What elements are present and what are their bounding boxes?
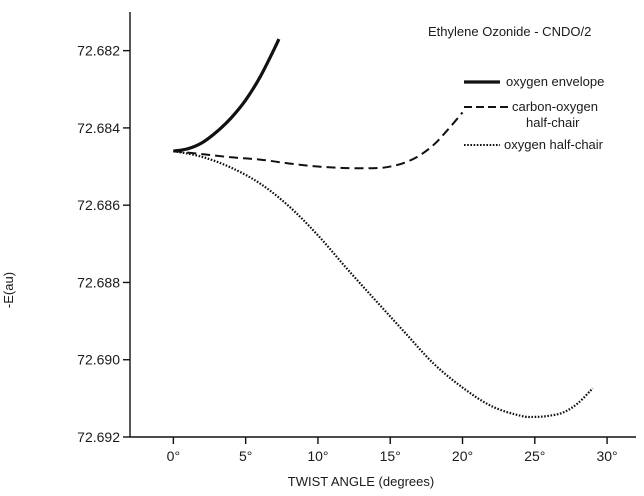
legend-label-line-1: carbon-oxygen bbox=[512, 99, 598, 114]
series-line-oxygen-envelope bbox=[173, 38, 281, 153]
series-line-carbon-oxygen-half-chair bbox=[173, 111, 464, 170]
x-tick-label: 10° bbox=[307, 448, 328, 464]
y-tick-label: 72.684 bbox=[77, 120, 120, 136]
legend-label-line-2: half-chair bbox=[526, 115, 580, 130]
x-tick-label: 15° bbox=[380, 448, 401, 464]
y-tick-label: 72.686 bbox=[77, 197, 120, 213]
y-tick-label: 72.682 bbox=[77, 43, 120, 59]
chart-title: Ethylene Ozonide - CNDO/2 bbox=[428, 24, 591, 39]
y-tick-label: 72.688 bbox=[77, 274, 120, 290]
legend: oxygen envelope carbon-oxygen half-chair… bbox=[464, 74, 604, 152]
axes: 72.682 72.684 72.686 72.688 72.690 72.692 0° 5°… bbox=[77, 12, 636, 464]
x-tick-label: 30° bbox=[596, 448, 617, 464]
y-tick-label: 72.692 bbox=[77, 429, 120, 445]
legend-label-oxygen-envelope: oxygen envelope bbox=[506, 74, 604, 89]
legend-label-carbon-oxygen-half-chair: carbon-oxygen half-chair bbox=[512, 99, 602, 130]
x-axis-title: TWIST ANGLE (degrees) bbox=[288, 474, 434, 489]
series-line-oxygen-half-chair bbox=[173, 150, 594, 419]
x-tick-label: 25° bbox=[524, 448, 545, 464]
series-layer bbox=[173, 38, 594, 419]
x-tick-label: 5° bbox=[239, 448, 252, 464]
x-tick-label: 20° bbox=[452, 448, 473, 464]
legend-label-oxygen-half-chair: oxygen half-chair bbox=[504, 137, 604, 152]
y-axis-title: -E(au) bbox=[1, 272, 16, 308]
x-tick-label: 0° bbox=[167, 448, 180, 464]
y-tick-label: 72.690 bbox=[77, 352, 120, 368]
